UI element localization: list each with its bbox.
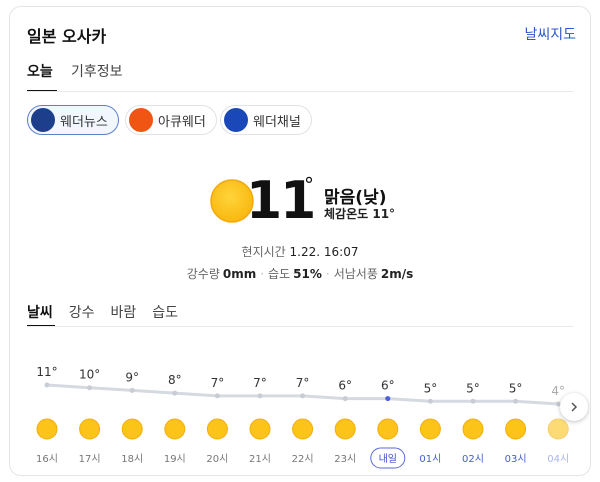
time-label: 22시 <box>292 453 314 465</box>
detail-tab[interactable]: 강수 <box>68 305 95 321</box>
chevron <box>571 402 578 412</box>
temp-point <box>44 382 50 388</box>
temp-label: 7° <box>211 376 225 390</box>
temp-label: 5° <box>424 381 438 395</box>
tab-today[interactable]: 오늘 <box>27 64 53 80</box>
temp-point <box>257 393 263 399</box>
time-label: 03시 <box>505 453 527 465</box>
divider <box>27 91 573 92</box>
time-label: 04시 <box>547 453 569 465</box>
detail-tabs: 날씨 강수 바람 습도 <box>27 302 178 322</box>
temp-label: 7° <box>296 376 310 390</box>
temp-point <box>385 396 391 402</box>
sun-icon <box>547 418 569 440</box>
divider <box>27 326 573 327</box>
sun-icon <box>334 418 356 440</box>
temp-label: 4° <box>551 384 565 398</box>
stat-label: 서남서풍 <box>333 267 378 281</box>
temp-point <box>513 398 519 404</box>
detail-tab[interactable]: 습도 <box>152 305 179 321</box>
sun-icon <box>121 418 143 440</box>
stat-value: 51% <box>293 267 322 281</box>
dot-sep: · <box>325 267 330 281</box>
source-chip[interactable]: 웨더채널 <box>220 105 312 135</box>
temp-label: 5° <box>466 381 480 395</box>
sun-icon <box>462 418 484 440</box>
temp-point <box>129 387 135 393</box>
city-title: 일본 오사카 <box>27 27 107 46</box>
temp-label: 11° <box>36 365 57 379</box>
temp-label: 6° <box>338 379 352 393</box>
temp-label: 7° <box>253 376 267 390</box>
detail-tab[interactable]: 날씨 <box>27 305 53 321</box>
map-link[interactable]: 날씨지도 <box>524 27 576 43</box>
temp-point <box>342 396 348 402</box>
time-label: 내일 <box>379 453 397 465</box>
stat-label: 습도 <box>268 267 291 281</box>
dot-sep: · <box>260 267 265 281</box>
condition: 맑음(낮) <box>324 188 387 208</box>
time-label: 18시 <box>121 453 143 465</box>
sun-icon <box>292 418 314 440</box>
temp-label: 5° <box>509 381 523 395</box>
hourly-forecast: 11° 16시 10° 17시 9° 18시 8° 19시 7° 20시 7° 21시 7° 22시 6° 2… <box>36 365 569 469</box>
temp-point <box>214 393 220 399</box>
temp-point <box>470 398 476 404</box>
sun-icon <box>36 418 58 440</box>
time-label: 17시 <box>79 453 101 465</box>
source-chip[interactable]: 웨더뉴스 <box>27 105 119 135</box>
stat-value: 0mm <box>222 267 257 281</box>
sun-icon <box>210 179 254 223</box>
temp-point <box>172 390 178 396</box>
temp-label: 9° <box>125 370 139 384</box>
weather-card: 일본 오사카 날씨지도 오늘 기후정보 웨더뉴스 아큐웨더 웨더채널 11 ° … <box>9 6 591 476</box>
tab-climate[interactable]: 기후정보 <box>71 64 123 80</box>
sun-icon <box>419 418 441 440</box>
local-time-row: 현지시간 1.22. 16:07 <box>10 243 590 260</box>
stats-row: 강수량 0mm · 습도 51% · 서남서풍 2m/s <box>10 265 590 282</box>
local-time: 1.22. 16:07 <box>289 245 359 259</box>
next-button[interactable] <box>560 393 588 421</box>
sun-icon <box>79 418 101 440</box>
local-time-label: 현지시간 <box>241 245 286 259</box>
time-label: 16시 <box>36 453 58 465</box>
sun-icon <box>249 418 271 440</box>
time-label: 23시 <box>334 453 356 465</box>
tomorrow-pill <box>370 447 406 469</box>
sun-icon <box>206 418 228 440</box>
stat-label: 강수량 <box>186 267 220 281</box>
temp-label: 10° <box>79 368 100 382</box>
time-label: 20시 <box>206 453 228 465</box>
degree-sign: ° <box>304 173 314 197</box>
time-label: 19시 <box>164 453 186 465</box>
sun-icon <box>377 418 399 440</box>
stat-value: 2m/s <box>380 267 414 281</box>
detail-tab[interactable]: 바람 <box>110 305 137 321</box>
temp-label: 8° <box>168 373 182 387</box>
time-label: 01시 <box>419 453 441 465</box>
temp-point <box>555 401 561 407</box>
temp-point <box>427 398 433 404</box>
temp-point <box>300 393 306 399</box>
temp-point <box>87 385 93 391</box>
source-chip[interactable]: 아큐웨더 <box>125 105 217 135</box>
source-name: 웨더채널 <box>253 114 301 130</box>
sun-icon <box>505 418 527 440</box>
source-name: 아큐웨더 <box>158 114 206 130</box>
sun-icon <box>164 418 186 440</box>
feels-like: 체감온도 11° <box>324 207 396 221</box>
current-temp: 11 <box>246 171 316 231</box>
source-name: 웨더뉴스 <box>60 114 108 130</box>
temp-label: 6° <box>381 379 395 393</box>
time-label: 02시 <box>462 453 484 465</box>
time-label: 21시 <box>249 453 271 465</box>
